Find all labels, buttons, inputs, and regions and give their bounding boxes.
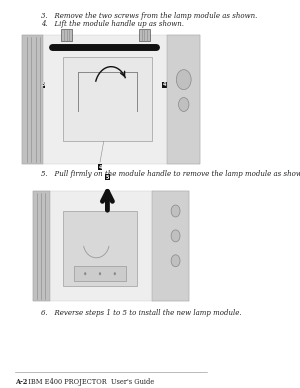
Text: 4: 4	[98, 165, 102, 170]
Text: 5.   Pull firmly on the module handle to remove the lamp module as shown.: 5. Pull firmly on the module handle to r…	[41, 170, 300, 178]
Text: A-2: A-2	[15, 378, 27, 386]
Circle shape	[114, 272, 116, 275]
Bar	[74, 266, 126, 281]
Circle shape	[171, 230, 180, 242]
Circle shape	[84, 272, 86, 275]
Circle shape	[171, 255, 180, 267]
Text: 6.   Reverse steps 1 to 5 to install the new lamp module.: 6. Reverse steps 1 to 5 to install the n…	[41, 308, 242, 317]
Bar	[22, 35, 43, 164]
Bar	[98, 164, 102, 170]
Bar	[162, 81, 167, 88]
Bar	[167, 35, 200, 164]
Bar	[105, 174, 110, 180]
Bar	[33, 191, 189, 301]
Bar	[152, 191, 189, 301]
Bar	[139, 29, 150, 41]
Circle shape	[171, 205, 180, 217]
Text: 4: 4	[163, 82, 166, 87]
Text: 3: 3	[41, 82, 45, 87]
Circle shape	[99, 272, 101, 275]
Bar	[61, 29, 72, 41]
Circle shape	[178, 97, 189, 111]
Text: IBM E400 PROJECTOR  User's Guide: IBM E400 PROJECTOR User's Guide	[24, 378, 155, 386]
Bar	[41, 81, 45, 88]
Bar	[33, 191, 50, 301]
Bar	[63, 57, 152, 141]
Text: 3.   Remove the two screws from the lamp module as shown.: 3. Remove the two screws from the lamp m…	[41, 12, 257, 20]
Text: 5: 5	[106, 175, 109, 180]
Circle shape	[176, 70, 191, 90]
Text: 4.   Lift the module handle up as shown.: 4. Lift the module handle up as shown.	[41, 20, 184, 28]
Bar	[63, 211, 137, 286]
Bar	[22, 35, 200, 164]
